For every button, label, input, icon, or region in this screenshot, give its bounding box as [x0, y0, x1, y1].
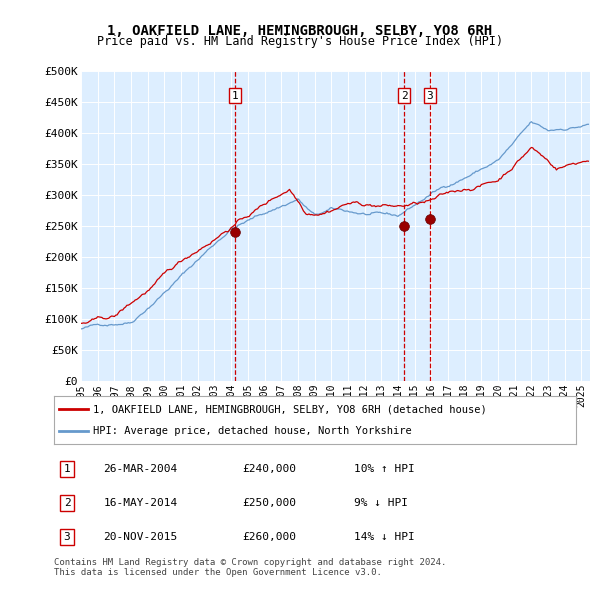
Text: 1, OAKFIELD LANE, HEMINGBROUGH, SELBY, YO8 6RH: 1, OAKFIELD LANE, HEMINGBROUGH, SELBY, Y… — [107, 24, 493, 38]
Text: 14% ↓ HPI: 14% ↓ HPI — [354, 532, 415, 542]
Text: £240,000: £240,000 — [242, 464, 296, 474]
Text: 1: 1 — [64, 464, 70, 474]
Text: 26-MAR-2004: 26-MAR-2004 — [104, 464, 178, 474]
Text: 2: 2 — [401, 91, 407, 100]
Text: 3: 3 — [64, 532, 70, 542]
Text: 3: 3 — [426, 91, 433, 100]
Text: 9% ↓ HPI: 9% ↓ HPI — [354, 498, 408, 508]
Text: £250,000: £250,000 — [242, 498, 296, 508]
Text: HPI: Average price, detached house, North Yorkshire: HPI: Average price, detached house, Nort… — [93, 426, 412, 436]
Text: 16-MAY-2014: 16-MAY-2014 — [104, 498, 178, 508]
Text: £260,000: £260,000 — [242, 532, 296, 542]
Text: Price paid vs. HM Land Registry's House Price Index (HPI): Price paid vs. HM Land Registry's House … — [97, 35, 503, 48]
Text: 2: 2 — [64, 498, 70, 508]
Text: 10% ↑ HPI: 10% ↑ HPI — [354, 464, 415, 474]
Text: 1, OAKFIELD LANE, HEMINGBROUGH, SELBY, YO8 6RH (detached house): 1, OAKFIELD LANE, HEMINGBROUGH, SELBY, Y… — [93, 404, 487, 414]
Text: Contains HM Land Registry data © Crown copyright and database right 2024.
This d: Contains HM Land Registry data © Crown c… — [54, 558, 446, 577]
Text: 1: 1 — [232, 91, 238, 100]
Text: 20-NOV-2015: 20-NOV-2015 — [104, 532, 178, 542]
